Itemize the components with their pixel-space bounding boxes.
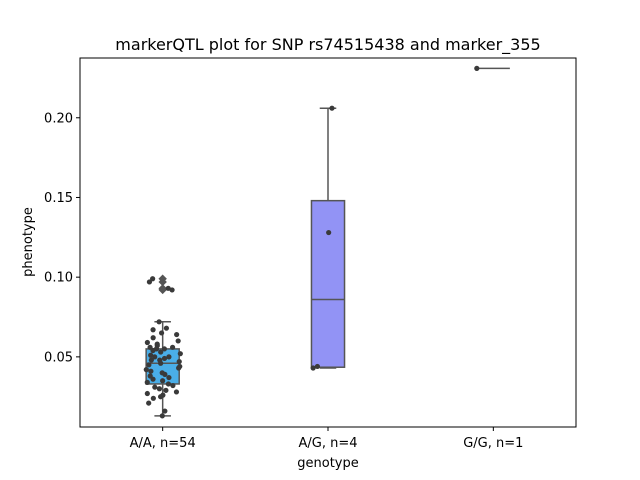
- outlier-marker: [158, 274, 167, 283]
- data-point: [177, 363, 183, 370]
- x-tick-label: A/G, n=4: [298, 436, 357, 451]
- plot-area: [143, 65, 510, 419]
- data-point: [176, 359, 182, 365]
- box: [310, 199, 346, 368]
- data-point: [175, 338, 181, 344]
- chart-title: markerQTL plot for SNP rs74515438 and ma…: [115, 35, 540, 55]
- data-point: [150, 335, 156, 341]
- data-point: [160, 378, 166, 384]
- y-tick-label: 0.10: [44, 271, 73, 286]
- data-point: [163, 325, 170, 331]
- data-point: [150, 327, 156, 333]
- data-point: [146, 279, 153, 285]
- data-point: [148, 357, 154, 363]
- y-tick-label: 0.20: [44, 111, 73, 126]
- data-point: [161, 355, 168, 362]
- data-point: [150, 276, 156, 282]
- data-point: [158, 349, 164, 355]
- data-point: [177, 351, 183, 357]
- data-point: [314, 363, 321, 370]
- y-tick-label: 0.15: [44, 191, 73, 206]
- data-point: [148, 368, 154, 374]
- data-point: [166, 374, 172, 381]
- data-point: [146, 362, 152, 368]
- data-point: [169, 344, 176, 350]
- data-point: [144, 379, 150, 385]
- data-point: [163, 387, 169, 393]
- data-point: [165, 285, 171, 291]
- y-axis-title: phenotype: [21, 207, 36, 277]
- data-point: [143, 367, 149, 373]
- data-point: [156, 319, 162, 325]
- data-point: [159, 413, 165, 419]
- data-point: [174, 331, 180, 338]
- data-point: [161, 346, 167, 352]
- data-point: [154, 341, 160, 347]
- data-point: [150, 395, 156, 401]
- data-point: [147, 373, 153, 379]
- x-axis-title: genotype: [297, 456, 358, 471]
- data-point: [148, 352, 154, 358]
- data-point: [173, 389, 180, 395]
- data-point: [152, 384, 158, 390]
- data-point: [144, 339, 150, 346]
- data-point: [165, 381, 171, 387]
- data-point: [160, 392, 166, 398]
- data-point: [159, 330, 165, 336]
- data-point: [147, 344, 153, 350]
- data-point: [329, 105, 335, 111]
- data-point: [144, 390, 150, 397]
- y-tick-label: 0.05: [44, 350, 73, 365]
- data-point: [162, 408, 168, 414]
- data-point: [152, 354, 158, 360]
- data-point: [146, 400, 152, 406]
- axes: A/A, n=54 A/G, n=4 G/G, n=1 0.05 0.10 0.15 0.2…: [44, 111, 523, 451]
- data-point: [166, 354, 172, 360]
- data-point: [310, 365, 316, 371]
- data-point: [474, 65, 480, 71]
- outlier-marker: [158, 284, 167, 293]
- x-tick-label: G/G, n=1: [463, 436, 523, 451]
- data-point: [156, 386, 163, 392]
- data-point: [170, 382, 176, 389]
- data-point: [326, 229, 332, 236]
- data-point: [159, 370, 165, 376]
- box-group: [310, 107, 346, 369]
- data-point: [157, 357, 163, 363]
- x-tick-label: A/A, n=54: [130, 436, 196, 451]
